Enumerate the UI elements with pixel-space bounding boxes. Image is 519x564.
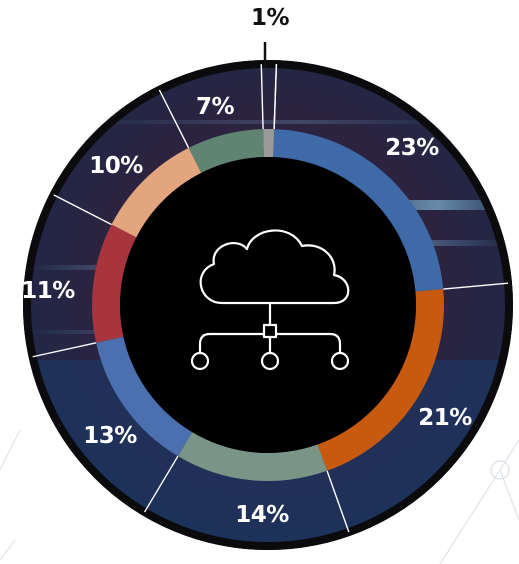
slice-divider bbox=[158, 89, 190, 149]
slice-label-1: 1% bbox=[251, 5, 290, 31]
slice-divider bbox=[273, 64, 278, 130]
donut-slice-14 bbox=[177, 432, 328, 481]
slice-label-11: 11% bbox=[21, 278, 75, 304]
donut-slice-21 bbox=[317, 289, 445, 471]
slice-label-10: 10% bbox=[89, 153, 143, 179]
slice-divider bbox=[32, 342, 97, 358]
slice-labels: 23% 21% 14% 13% 11% 10% 7% 1% bbox=[21, 5, 473, 528]
donut-slice-1 bbox=[263, 129, 275, 158]
slice-divider bbox=[53, 194, 112, 226]
donut-slice-10 bbox=[111, 147, 202, 238]
slice-divider bbox=[443, 282, 509, 290]
center-circle bbox=[120, 157, 416, 453]
donut-slice-11 bbox=[91, 224, 137, 343]
cloud-network-icon bbox=[190, 229, 350, 371]
slice-dividers bbox=[32, 64, 509, 533]
donut-slice-7 bbox=[188, 129, 264, 173]
slice-label-23: 23% bbox=[385, 135, 439, 161]
donut-slice-23 bbox=[273, 129, 444, 292]
donut-slice-13 bbox=[96, 336, 193, 457]
slice-divider bbox=[326, 470, 350, 533]
donut-ring bbox=[91, 129, 445, 481]
slice-label-13: 13% bbox=[83, 423, 137, 449]
background-network-lines bbox=[0, 429, 519, 564]
slice-label-7: 7% bbox=[196, 94, 235, 120]
slice-label-14: 14% bbox=[235, 502, 289, 528]
slice-divider bbox=[260, 64, 264, 130]
slice-label-21: 21% bbox=[418, 405, 472, 431]
slice-divider bbox=[143, 455, 179, 513]
